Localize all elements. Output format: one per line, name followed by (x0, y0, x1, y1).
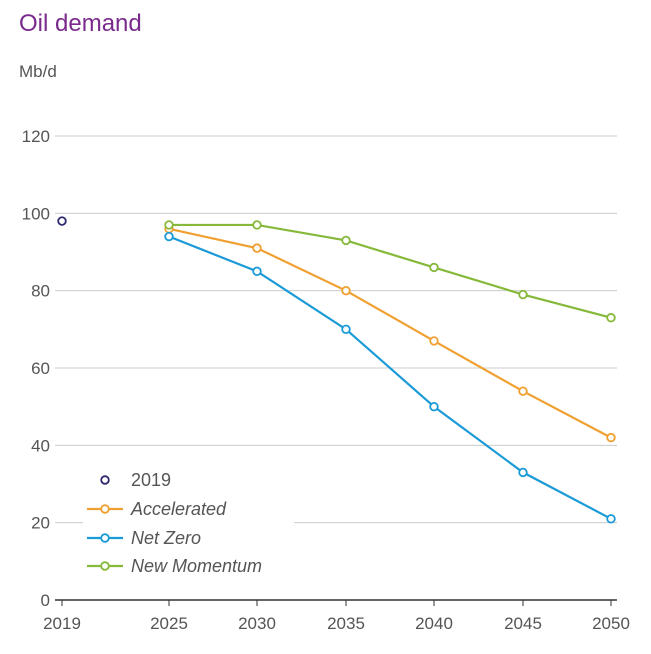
data-point-new-momentum (518, 289, 528, 300)
series-accelerated (164, 224, 616, 443)
x-tick-labels: 2019 2025 2030 2035 2040 2045 2050 (43, 600, 630, 633)
legend-marker-new-momentum (100, 561, 110, 571)
y-tick-label: 0 (41, 591, 50, 610)
legend-label-new-momentum: New Momentum (131, 556, 262, 576)
data-point-accelerated (252, 243, 262, 253)
data-point-net-zero (518, 467, 528, 478)
x-tick-label: 2045 (504, 614, 542, 633)
data-point-new-momentum (252, 220, 262, 230)
x-tick-label: 2030 (238, 614, 276, 633)
data-point-net-zero (429, 401, 439, 412)
series-new-momentum (164, 220, 616, 323)
x-tick-label: 2040 (415, 614, 453, 633)
chart-title: Oil demand (19, 10, 142, 37)
legend-marker-net-zero (100, 533, 110, 543)
x-tick-label: 2025 (150, 614, 188, 633)
legend: 2019 Accelerated Net Zero New Momentum (87, 470, 262, 576)
y-tick-label: 40 (31, 436, 50, 455)
data-point-2019 (57, 216, 67, 226)
data-point-accelerated (429, 336, 439, 346)
legend-item-new-momentum: New Momentum (87, 556, 262, 576)
series-line-new-momentum (169, 223, 612, 319)
legend-marker-accelerated (100, 504, 110, 514)
legend-label-accelerated: Accelerated (130, 499, 227, 519)
data-point-net-zero (252, 266, 262, 277)
data-point-net-zero (606, 514, 616, 524)
data-point-net-zero (164, 231, 174, 242)
y-tick-label: 100 (22, 204, 50, 223)
series-line-net-zero (168, 235, 612, 520)
x-tick-label: 2019 (43, 614, 81, 633)
data-point-new-momentum (606, 313, 616, 323)
data-point-accelerated (606, 432, 616, 443)
series-2019 (57, 216, 67, 226)
data-point-accelerated (341, 285, 351, 296)
y-tick-labels: 0 20 40 60 80 100 120 (22, 127, 50, 610)
legend-item-net-zero: Net Zero (87, 528, 201, 548)
legend-label-2019: 2019 (131, 470, 171, 490)
x-tick-label: 2050 (592, 614, 630, 633)
y-tick-label: 120 (22, 127, 50, 146)
legend-marker-2019 (100, 475, 110, 485)
y-axis-unit-label: Mb/d (19, 62, 57, 81)
legend-item-accelerated: Accelerated (87, 499, 227, 519)
data-point-new-momentum (164, 220, 174, 230)
x-tick-label: 2035 (327, 614, 365, 633)
legend-label-net-zero: Net Zero (131, 528, 201, 548)
y-tick-label: 60 (31, 359, 50, 378)
series-line-accelerated (168, 227, 612, 439)
data-point-accelerated (518, 386, 528, 396)
y-tick-label: 20 (31, 514, 50, 533)
y-tick-label: 80 (31, 282, 50, 301)
series-net-zero (164, 231, 616, 524)
data-point-new-momentum (341, 235, 351, 246)
data-point-net-zero (341, 324, 351, 335)
legend-item-2019: 2019 (100, 470, 171, 490)
series-group (57, 216, 616, 524)
data-point-new-momentum (429, 262, 439, 273)
